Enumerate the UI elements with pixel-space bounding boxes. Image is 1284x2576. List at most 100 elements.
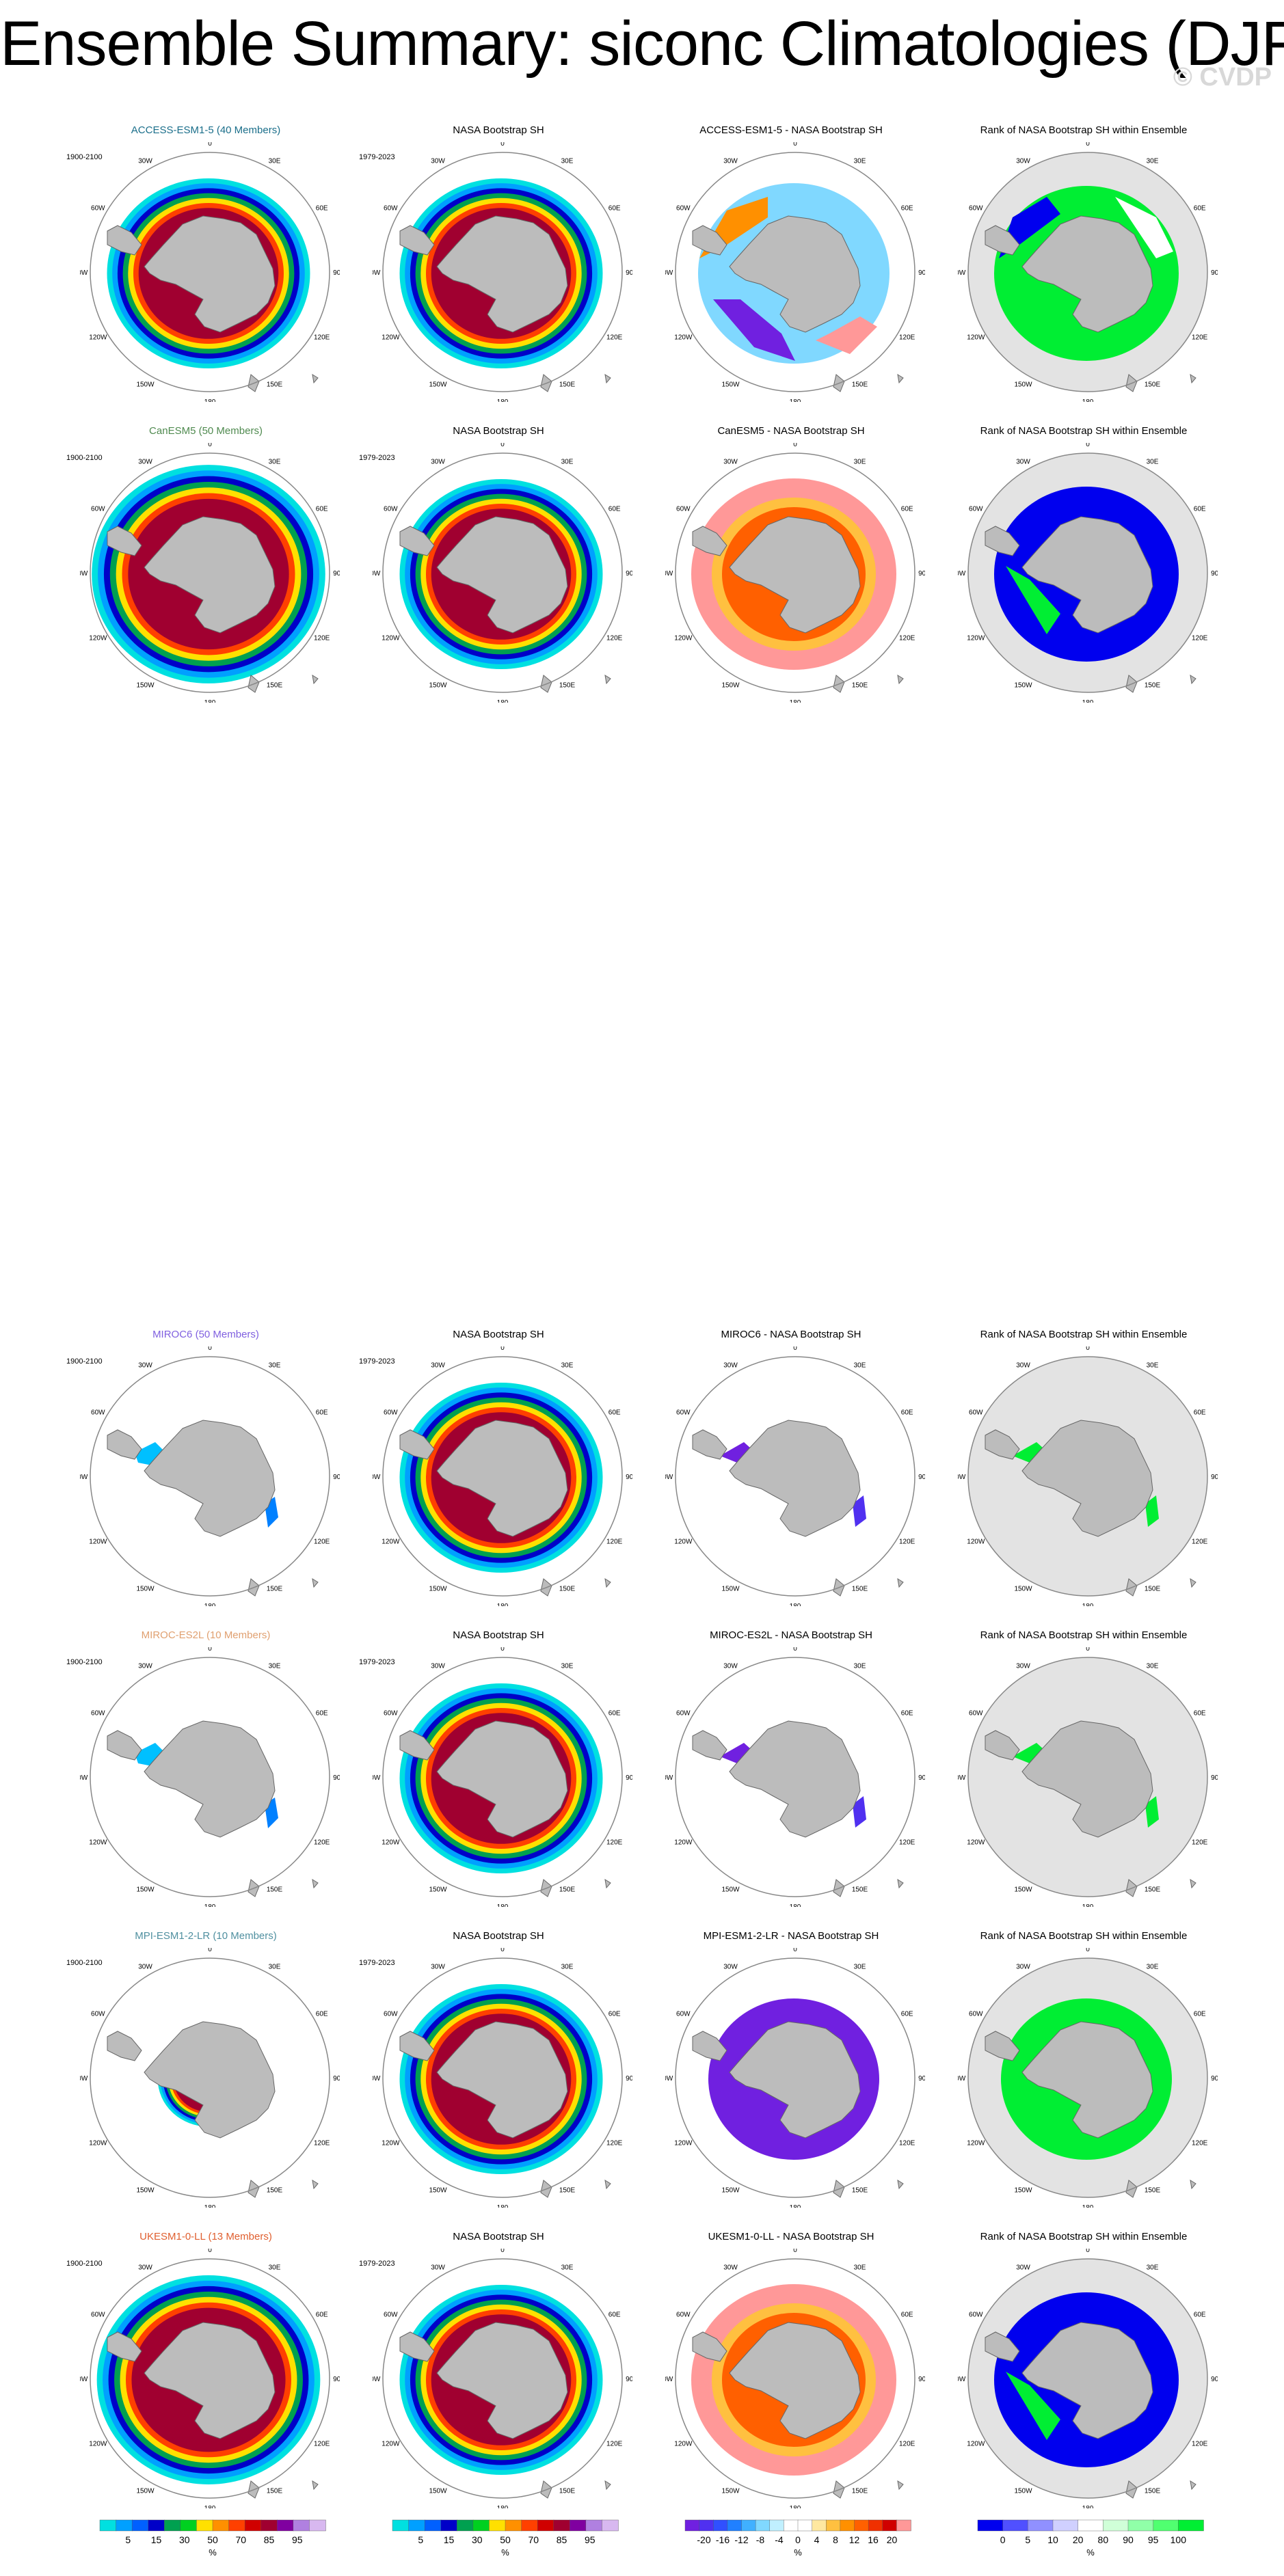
lon-label: 180	[204, 1903, 216, 1907]
period-label: 1900-2100	[66, 454, 103, 462]
polar-map: 0 30E 60E 90E 120E 150E 180 150W 120W 90W 60W 30W	[958, 1346, 1218, 1606]
colorbar-tick-label: 90	[1123, 2534, 1134, 2545]
lon-label: 90E	[333, 1474, 340, 1481]
south-america-tip	[692, 526, 727, 556]
lon-label: 150W	[721, 381, 740, 389]
panel-title: UKESM1-0-LL - NASA Bootstrap SH	[708, 2231, 874, 2242]
lon-label: 0	[793, 1948, 797, 1953]
south-america-tip	[399, 2331, 435, 2362]
lon-label: 90E	[626, 2376, 632, 2383]
colorbar-swatch	[854, 2519, 869, 2532]
lon-label: 30E	[269, 2264, 281, 2271]
antarctica-shape	[144, 516, 276, 634]
colorbar-swatch	[148, 2519, 165, 2532]
south-america-tip	[692, 225, 727, 256]
colorbar-tick-label: 15	[444, 2534, 455, 2545]
lon-label: 30W	[138, 1963, 152, 1970]
lon-label: 180	[790, 1603, 801, 1606]
colorbar-tick-label: 8	[833, 2534, 838, 2545]
lon-label: 30E	[854, 1963, 866, 1970]
south-america-tip	[985, 1429, 1020, 1460]
lon-label: 180	[497, 1603, 509, 1606]
lon-label: 60W	[969, 2011, 983, 2018]
lon-label: 150W	[429, 1886, 447, 1894]
colorbar-swatch	[293, 2519, 310, 2532]
lon-label: 30W	[723, 2264, 738, 2271]
watermark: © CVDP	[1173, 63, 1272, 92]
polar-map: 0 30E 60E 90E 120E 150E 180 150W 120W 90W 60W 30W	[958, 443, 1218, 703]
lon-label: 90W	[958, 2376, 966, 2383]
lon-label: 120W	[382, 2140, 400, 2147]
lon-label: 30W	[723, 1662, 738, 1670]
antarctica-landmass	[692, 1420, 904, 1597]
colorbar-tick-label: 85	[557, 2534, 567, 2545]
lon-label: 150W	[136, 2187, 155, 2195]
lon-label: 180	[204, 398, 216, 402]
polar-map: 0 30E 60E 90E 120E 150E 180 150W 120W 90W 60W 30W	[958, 1647, 1218, 1907]
lon-label: 150E	[559, 2187, 576, 2195]
lon-label: 150W	[1014, 2488, 1032, 2495]
lon-label: 120W	[89, 1839, 107, 1847]
lon-label: 180	[497, 398, 509, 402]
lon-label: 60E	[901, 506, 913, 513]
lon-label: 30E	[854, 1361, 866, 1369]
lon-label: 120W	[674, 2140, 693, 2147]
map-panel-rank: Rank of NASA Bootstrap SH within Ensembl…	[933, 1927, 1234, 2214]
south-america-tip	[692, 1429, 727, 1460]
lon-label: 60E	[608, 1710, 621, 1718]
lon-label: 30E	[561, 458, 574, 465]
lon-label: 60W	[91, 506, 105, 513]
lon-label: 0	[793, 1647, 797, 1653]
lon-label: 90E	[626, 2075, 632, 2083]
colorbar-tick-label: 20	[887, 2534, 898, 2545]
colorbar-unit: %	[794, 2547, 802, 2558]
lon-label: 120E	[606, 1839, 623, 1847]
lon-label: 0	[208, 142, 212, 148]
panel-title: NASA Bootstrap SH	[453, 1329, 544, 1340]
antarctica-shape	[1021, 2322, 1153, 2439]
antarctica-shape	[144, 215, 276, 333]
lon-label: 90W	[80, 1474, 88, 1481]
lon-label: 150W	[721, 1886, 740, 1894]
lon-label: 30E	[1147, 1662, 1159, 1670]
lon-label: 90E	[918, 269, 925, 277]
lon-label: 90W	[958, 1474, 966, 1481]
colorbar-swatch	[1002, 2519, 1029, 2532]
panel-title: CanESM5 - NASA Bootstrap SH	[717, 425, 865, 437]
map-panel-model: MIROC6 (50 Members) 1900-2100 0 30E 60E 90E 12…	[55, 1326, 356, 1613]
colorbar-swatch	[1078, 2519, 1104, 2532]
map-boundary	[382, 1356, 623, 1597]
lon-label: 90E	[333, 269, 340, 277]
lon-label: 90E	[1211, 2075, 1218, 2083]
colorbar-swatch	[244, 2519, 262, 2532]
lon-label: 30W	[723, 458, 738, 465]
lon-label: 150E	[267, 1586, 283, 1593]
lon-label: 150W	[721, 682, 740, 690]
rank-patch	[1006, 2372, 1060, 2440]
lon-label: 180	[1082, 1903, 1094, 1907]
lon-label: 30E	[561, 1963, 574, 1970]
australia-edge	[897, 2480, 904, 2491]
lon-label: 120E	[899, 1839, 915, 1847]
panel-title: Rank of NASA Bootstrap SH within Ensembl…	[980, 124, 1188, 136]
colorbar-rank: 0 5 10 20 80 90 95 100%	[967, 2517, 1214, 2568]
lon-label: 30E	[269, 458, 281, 465]
lon-label: 60W	[91, 1710, 105, 1718]
lon-label: 60W	[676, 2011, 691, 2018]
south-america-tip	[985, 2331, 1020, 2362]
australia-edge	[312, 1878, 319, 1889]
lon-label: 150E	[1145, 682, 1161, 690]
antarctica-shape	[144, 2322, 276, 2439]
south-america-tip	[985, 1730, 1020, 1761]
australia-edge	[312, 373, 319, 384]
lon-label: 30W	[1016, 1963, 1030, 1970]
lon-label: 120W	[382, 635, 400, 642]
colorbar-swatch	[521, 2519, 538, 2532]
antarctica-landmass	[399, 215, 611, 392]
lon-label: 150W	[1014, 381, 1032, 389]
australia-edge	[1190, 2179, 1196, 2190]
lon-label: 180	[790, 2505, 801, 2508]
colorbar-swatch	[713, 2519, 728, 2532]
antarctica-shape	[1021, 516, 1153, 634]
map-boundary	[382, 1957, 623, 2198]
